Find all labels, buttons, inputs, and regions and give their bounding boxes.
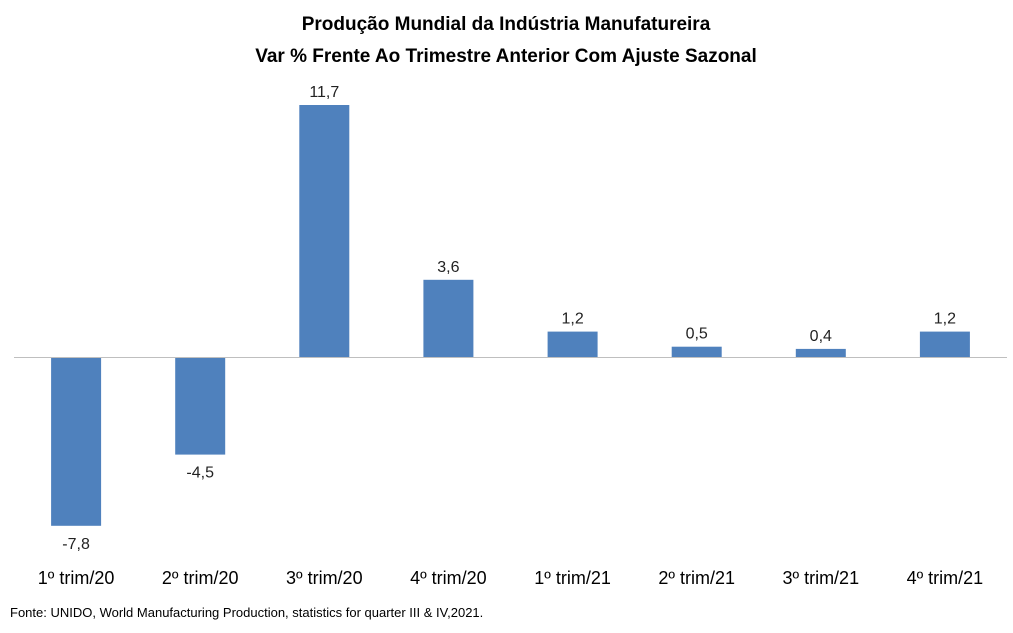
x-tick-label-1: 1º trim/20	[38, 568, 115, 588]
x-tick-label-4: 4º trim/20	[410, 568, 487, 588]
source-note: Fonte: UNIDO, World Manufacturing Produc…	[10, 605, 483, 620]
data-label-5: 1,2	[561, 311, 583, 328]
bar-8	[919, 331, 970, 358]
x-tick-labels-layer: 1º trim/20 2º trim/20 3º trim/20 4º trim/20…	[38, 568, 983, 588]
x-tick-label-5: 1º trim/21	[534, 568, 611, 588]
bar-3	[299, 105, 350, 358]
x-tick-label-2: 2º trim/20	[162, 568, 239, 588]
x-tick-label-3: 3º trim/20	[286, 568, 363, 588]
x-tick-label-7: 3º trim/21	[782, 568, 859, 588]
data-label-2: -4,5	[186, 465, 214, 482]
bars-layer	[51, 105, 970, 526]
x-tick-label-6: 2º trim/21	[658, 568, 735, 588]
data-label-1: -7,8	[62, 536, 90, 553]
bar-1	[51, 357, 102, 526]
data-label-3: 11,7	[309, 84, 339, 101]
bar-7	[795, 348, 846, 358]
data-label-7: 0,4	[810, 328, 832, 345]
data-labels-layer: -7,8 -4,5 11,7 3,6 1,2 0,5 0,4 1,2	[62, 84, 956, 553]
data-label-4: 3,6	[437, 259, 459, 276]
data-label-6: 0,5	[686, 326, 708, 343]
bar-4	[423, 279, 474, 358]
chart-title: Produção Mundial da Indústria Manufature…	[302, 14, 711, 35]
data-label-8: 1,2	[934, 311, 956, 328]
x-tick-label-8: 4º trim/21	[907, 568, 984, 588]
chart-subtitle: Var % Frente Ao Trimestre Anterior Com A…	[255, 46, 757, 67]
bar-2	[175, 357, 226, 455]
bar-5	[547, 331, 598, 358]
bar-6	[671, 346, 722, 358]
